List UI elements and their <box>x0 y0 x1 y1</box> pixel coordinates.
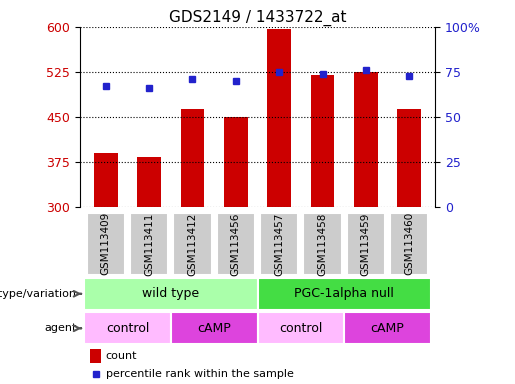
Text: GSM113457: GSM113457 <box>274 212 284 276</box>
Text: genotype/variation: genotype/variation <box>0 289 76 299</box>
FancyBboxPatch shape <box>217 212 255 275</box>
FancyBboxPatch shape <box>130 212 168 275</box>
FancyBboxPatch shape <box>260 212 298 275</box>
Text: control: control <box>106 322 149 335</box>
Text: count: count <box>106 351 137 361</box>
Text: cAMP: cAMP <box>371 322 404 335</box>
Text: agent: agent <box>44 323 76 333</box>
Bar <box>397 109 421 207</box>
Bar <box>267 29 291 207</box>
Text: GSM113459: GSM113459 <box>361 212 371 276</box>
FancyBboxPatch shape <box>87 212 125 275</box>
Text: GSM113456: GSM113456 <box>231 212 241 276</box>
FancyBboxPatch shape <box>171 313 258 344</box>
Text: GSM113409: GSM113409 <box>101 212 111 275</box>
FancyBboxPatch shape <box>390 212 428 275</box>
Bar <box>90 349 101 363</box>
Text: GSM113458: GSM113458 <box>318 212 328 276</box>
FancyBboxPatch shape <box>84 278 258 310</box>
Title: GDS2149 / 1433722_at: GDS2149 / 1433722_at <box>169 9 346 25</box>
Bar <box>224 117 248 207</box>
Bar <box>137 157 161 207</box>
FancyBboxPatch shape <box>303 212 341 275</box>
FancyBboxPatch shape <box>258 278 431 310</box>
FancyBboxPatch shape <box>174 212 212 275</box>
FancyBboxPatch shape <box>84 313 171 344</box>
Text: percentile rank within the sample: percentile rank within the sample <box>106 369 294 379</box>
Bar <box>94 153 118 207</box>
Bar <box>311 75 334 207</box>
Text: control: control <box>279 322 322 335</box>
Bar <box>354 72 378 207</box>
Text: GSM113412: GSM113412 <box>187 212 197 276</box>
Text: GSM113411: GSM113411 <box>144 212 154 276</box>
Text: PGC-1alpha null: PGC-1alpha null <box>294 287 394 300</box>
Text: wild type: wild type <box>142 287 199 300</box>
Text: cAMP: cAMP <box>197 322 231 335</box>
Bar <box>181 109 204 207</box>
FancyBboxPatch shape <box>347 212 385 275</box>
FancyBboxPatch shape <box>258 313 344 344</box>
FancyBboxPatch shape <box>344 313 431 344</box>
Text: GSM113460: GSM113460 <box>404 212 414 275</box>
